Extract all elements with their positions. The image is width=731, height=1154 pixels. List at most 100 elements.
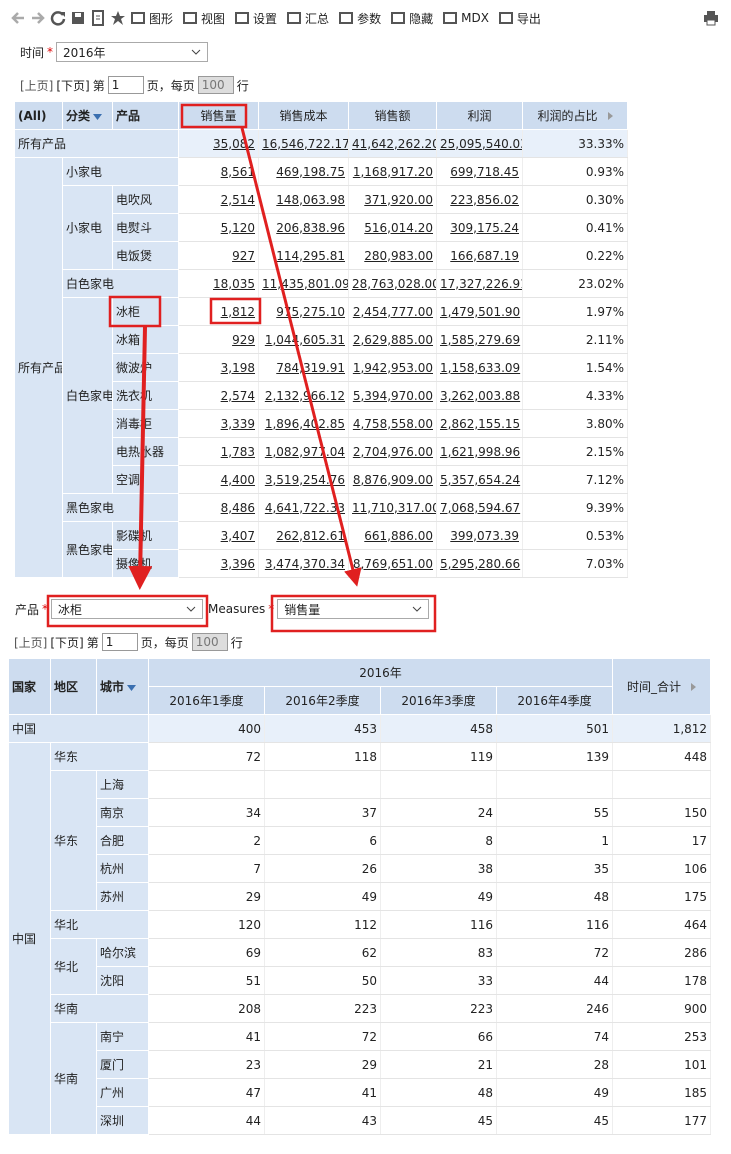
data-cell[interactable]: 399,073.39: [436, 521, 523, 550]
data-cell[interactable]: 516,014.20: [348, 213, 437, 242]
data-cell[interactable]: 16,546,722.17: [258, 129, 349, 158]
product-select[interactable]: 冰柜: [51, 599, 204, 619]
column-header[interactable]: 利润的占比: [522, 101, 628, 130]
next-page[interactable]: [下页]: [50, 635, 84, 650]
data-cell[interactable]: 975,275.10: [258, 297, 349, 326]
data-cell[interactable]: 3,474,370.34: [258, 549, 349, 578]
data-cell[interactable]: 148,063.98: [258, 185, 349, 214]
save-as-icon[interactable]: [90, 10, 106, 26]
data-cell[interactable]: 1,044,605.31: [258, 325, 349, 354]
toolbar-button[interactable]: 参数: [338, 10, 381, 27]
data-cell[interactable]: 4,641,722.33: [258, 493, 349, 522]
data-cell[interactable]: 2,454,777.00: [348, 297, 437, 326]
data-cell[interactable]: 1,621,998.96: [436, 437, 523, 466]
column-header[interactable]: 时间_合计: [612, 658, 712, 715]
data-cell[interactable]: 1,812: [178, 297, 259, 326]
data-cell[interactable]: 927: [178, 241, 259, 270]
data-cell[interactable]: 206,838.96: [258, 213, 349, 242]
data-cell[interactable]: 4,400: [178, 465, 259, 494]
data-cell[interactable]: 1,896,402.85: [258, 409, 349, 438]
column-header[interactable]: (All): [14, 101, 63, 130]
data-cell[interactable]: 18,035: [178, 269, 259, 298]
column-header[interactable]: 2016年4季度: [495, 686, 614, 715]
data-cell[interactable]: 8,876,909.00: [348, 465, 437, 494]
data-cell[interactable]: 8,769,651.00: [348, 549, 437, 578]
data-cell[interactable]: 1,168,917.20: [348, 157, 437, 186]
data-cell[interactable]: 1,783: [178, 437, 259, 466]
column-header[interactable]: 国家: [8, 658, 51, 715]
data-cell[interactable]: 1,585,279.69: [436, 325, 523, 354]
data-cell[interactable]: 3,262,003.88: [436, 381, 523, 410]
data-cell[interactable]: 25,095,540.03: [436, 129, 523, 158]
data-cell[interactable]: 3,396: [178, 549, 259, 578]
toolbar-button[interactable]: 汇总: [286, 10, 329, 27]
column-header[interactable]: 2016年3季度: [380, 686, 497, 715]
column-header[interactable]: 2016年1季度: [148, 686, 265, 715]
data-cell[interactable]: 8,561: [178, 157, 259, 186]
per-page-input[interactable]: 100: [191, 633, 228, 651]
data-cell[interactable]: 223,856.02: [436, 185, 523, 214]
data-cell[interactable]: 114,295.81: [258, 241, 349, 270]
data-cell[interactable]: 309,175.24: [436, 213, 523, 242]
data-cell[interactable]: 3,198: [178, 353, 259, 382]
data-cell[interactable]: 3,407: [178, 521, 259, 550]
data-cell[interactable]: 784,319.91: [258, 353, 349, 382]
data-cell[interactable]: 1,942,953.00: [348, 353, 437, 382]
toolbar-button[interactable]: 设置: [234, 10, 277, 27]
data-cell[interactable]: 35,082: [178, 129, 259, 158]
data-cell[interactable]: 262,812.61: [258, 521, 349, 550]
data-cell[interactable]: 11,710,317.00: [348, 493, 437, 522]
data-cell[interactable]: 3,519,254.76: [258, 465, 349, 494]
page-input[interactable]: 1: [101, 633, 138, 651]
data-cell[interactable]: 8,486: [178, 493, 259, 522]
data-cell[interactable]: 2,862,155.15: [436, 409, 523, 438]
forward-icon[interactable]: [30, 10, 46, 26]
data-cell[interactable]: 5,295,280.66: [436, 549, 523, 578]
data-cell[interactable]: 2,514: [178, 185, 259, 214]
data-cell[interactable]: 3,339: [178, 409, 259, 438]
prev-page[interactable]: [上页]: [20, 78, 54, 93]
toolbar-button[interactable]: 导出: [498, 10, 541, 27]
data-cell[interactable]: 371,920.00: [348, 185, 437, 214]
page-input[interactable]: 1: [107, 76, 144, 94]
column-header[interactable]: 城市: [96, 658, 149, 715]
data-cell[interactable]: 2,629,885.00: [348, 325, 437, 354]
data-cell[interactable]: 661,886.00: [348, 521, 437, 550]
data-cell[interactable]: 5,357,654.24: [436, 465, 523, 494]
data-cell[interactable]: 2,574: [178, 381, 259, 410]
data-cell[interactable]: 17,327,226.91: [436, 269, 523, 298]
data-cell[interactable]: 4,758,558.00: [348, 409, 437, 438]
data-cell[interactable]: 5,394,970.00: [348, 381, 437, 410]
data-cell[interactable]: 1,082,977.04: [258, 437, 349, 466]
measures-select[interactable]: 销售量: [277, 599, 430, 619]
column-header[interactable]: 销售额: [348, 101, 437, 130]
toolbar-button[interactable]: 隐藏: [390, 10, 433, 27]
column-header[interactable]: 2016年: [147, 658, 614, 687]
column-header[interactable]: 2016年2季度: [264, 686, 381, 715]
refresh-icon[interactable]: [50, 10, 66, 26]
print-icon[interactable]: [703, 10, 719, 26]
time-select[interactable]: 2016年: [56, 42, 209, 62]
data-cell[interactable]: 28,763,028.00: [348, 269, 437, 298]
next-page[interactable]: [下页]: [56, 78, 90, 93]
column-header[interactable]: 产品: [112, 101, 179, 130]
data-cell[interactable]: 2,132,966.12: [258, 381, 349, 410]
data-cell[interactable]: 5,120: [178, 213, 259, 242]
column-header[interactable]: 销售成本: [258, 101, 349, 130]
column-header[interactable]: 利润: [436, 101, 523, 130]
toolbar-button[interactable]: MDX: [442, 10, 489, 26]
column-header[interactable]: 销售量: [178, 101, 259, 130]
data-cell[interactable]: 166,687.19: [436, 241, 523, 270]
data-cell[interactable]: 699,718.45: [436, 157, 523, 186]
save-icon[interactable]: [70, 10, 86, 26]
toolbar-button[interactable]: 视图: [182, 10, 225, 27]
data-cell[interactable]: 469,198.75: [258, 157, 349, 186]
toolbar-button[interactable]: 图形: [130, 10, 173, 27]
prev-page[interactable]: [上页]: [14, 635, 48, 650]
column-header[interactable]: 地区: [50, 658, 97, 715]
data-cell[interactable]: 11,435,801.09: [258, 269, 349, 298]
data-cell[interactable]: 280,983.00: [348, 241, 437, 270]
data-cell[interactable]: 929: [178, 325, 259, 354]
data-cell[interactable]: 1,479,501.90: [436, 297, 523, 326]
data-cell[interactable]: 1,158,633.09: [436, 353, 523, 382]
